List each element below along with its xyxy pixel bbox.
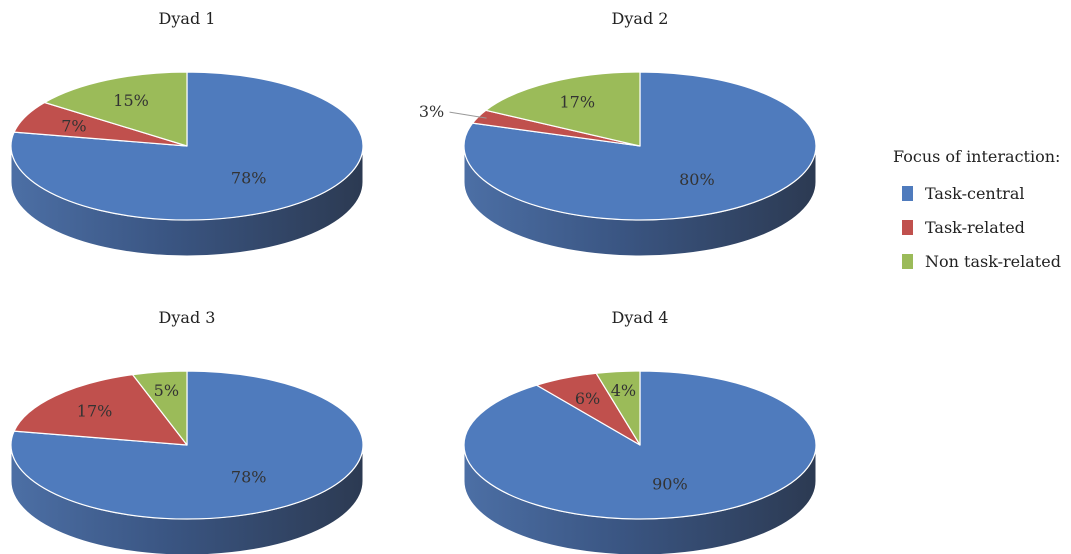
pie-chart-dyad-4: Dyad 4 90% 6% 4% [463, 308, 817, 554]
pie-slice-task-central [463, 71, 817, 221]
data-label: 78% [231, 467, 267, 486]
chart-title: Dyad 1 [159, 9, 216, 28]
legend-label: Task-related [925, 217, 1025, 237]
legend-swatch [902, 253, 913, 269]
legend-item-task-related: Task-related [893, 210, 1061, 244]
legend: Focus of interaction: Task-central Task-… [893, 147, 1061, 278]
pie-chart-dyad-3: Dyad 3 78% 17% 5% [10, 308, 364, 554]
pie-slice-non-task-related [44, 71, 188, 147]
data-label: 80% [679, 170, 715, 189]
chart-title: Dyad 3 [159, 308, 216, 327]
pie-slice-task-central [463, 370, 817, 520]
pie-slice-non-task-related [132, 370, 188, 446]
data-label: 78% [231, 168, 267, 187]
data-label: 4% [611, 381, 636, 400]
leader-line [449, 111, 487, 119]
legend-swatch [902, 219, 913, 235]
data-label: 90% [652, 475, 688, 494]
pie-slice-non-task-related [485, 71, 641, 147]
pie-slice-task-central [10, 370, 364, 520]
legend-swatch [902, 185, 913, 201]
pie-slice-task-central [10, 71, 364, 221]
data-label: 7% [61, 116, 86, 135]
pie-chart-dyad-2: Dyad 2 80% 3% 17% [419, 9, 817, 257]
legend-item-task-central: Task-central [893, 176, 1061, 210]
legend-label: Task-central [925, 183, 1025, 203]
legend-title: Focus of interaction: [893, 147, 1061, 166]
data-label: 5% [154, 381, 179, 400]
chart-title: Dyad 2 [612, 9, 669, 28]
legend-label: Non task-related [925, 251, 1061, 271]
pie-slice-task-related [13, 374, 188, 446]
legend-item-non-task-related: Non task-related [893, 244, 1061, 278]
data-label: 15% [113, 91, 149, 110]
chart-title: Dyad 4 [612, 308, 669, 327]
pie-chart-dyad-1: Dyad 1 78% 7% 15% [10, 9, 364, 257]
data-label: 17% [560, 92, 596, 111]
data-label: 17% [77, 402, 113, 421]
data-label: 3% [419, 102, 444, 121]
pie-slice-non-task-related [595, 370, 641, 446]
data-label: 6% [575, 389, 600, 408]
